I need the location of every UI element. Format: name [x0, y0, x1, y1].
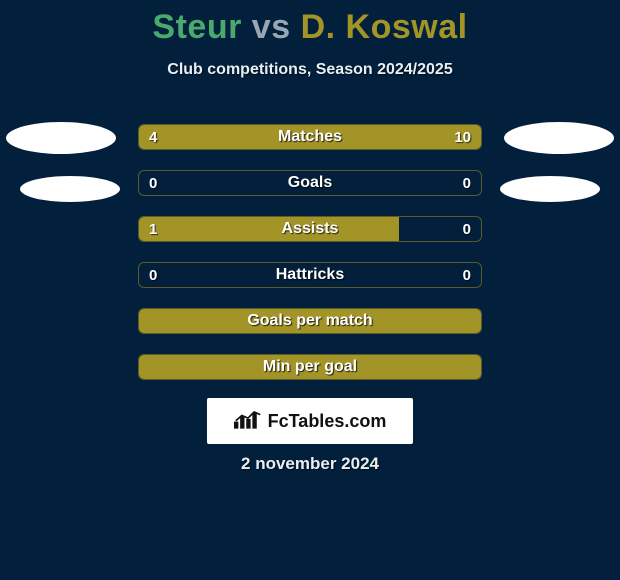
stat-right-value: 0 [453, 263, 481, 287]
player2-name: D. Koswal [301, 8, 468, 46]
stat-bar: Goals per match [138, 308, 482, 334]
date-line: 2 november 2024 [0, 454, 620, 474]
stat-bar-left-fill [139, 355, 481, 379]
brand-text: FcTables.com [268, 411, 387, 432]
stat-left-value: 4 [139, 125, 167, 149]
stat-left-value [139, 309, 159, 333]
stat-right-value [461, 355, 481, 379]
stat-bar: 0 0Goals [138, 170, 482, 196]
stat-bar: 0 0Hattricks [138, 262, 482, 288]
stat-label: Hattricks [139, 263, 481, 287]
stat-bar: 410Matches [138, 124, 482, 150]
comparison-title: Steur vs D. Koswal [0, 0, 620, 47]
vs-text: vs [252, 8, 291, 46]
stat-left-value: 0 [139, 171, 167, 195]
stat-right-value: 0 [453, 217, 481, 241]
player2-badge-slot-1 [504, 122, 614, 154]
stat-bar-left-fill [139, 217, 399, 241]
player1-badge-slot-2 [20, 176, 120, 202]
stat-right-value: 10 [444, 125, 481, 149]
stat-left-value [139, 355, 159, 379]
player2-badge-slot-2 [500, 176, 600, 202]
stat-bars: 410Matches00Goals10Assists00HattricksGoa… [138, 124, 482, 400]
stat-left-value: 0 [139, 263, 167, 287]
stat-right-value: 0 [453, 171, 481, 195]
stat-right-value [461, 309, 481, 333]
subtitle: Club competitions, Season 2024/2025 [0, 61, 620, 79]
player1-name: Steur [152, 8, 241, 46]
stat-label: Goals [139, 171, 481, 195]
brand-badge: FcTables.com [207, 398, 413, 444]
stat-bar: Min per goal [138, 354, 482, 380]
stat-left-value: 1 [139, 217, 167, 241]
brand-icon [234, 409, 262, 434]
stat-bar-left-fill [139, 309, 481, 333]
stat-bar: 10Assists [138, 216, 482, 242]
player1-badge-slot-1 [6, 122, 116, 154]
